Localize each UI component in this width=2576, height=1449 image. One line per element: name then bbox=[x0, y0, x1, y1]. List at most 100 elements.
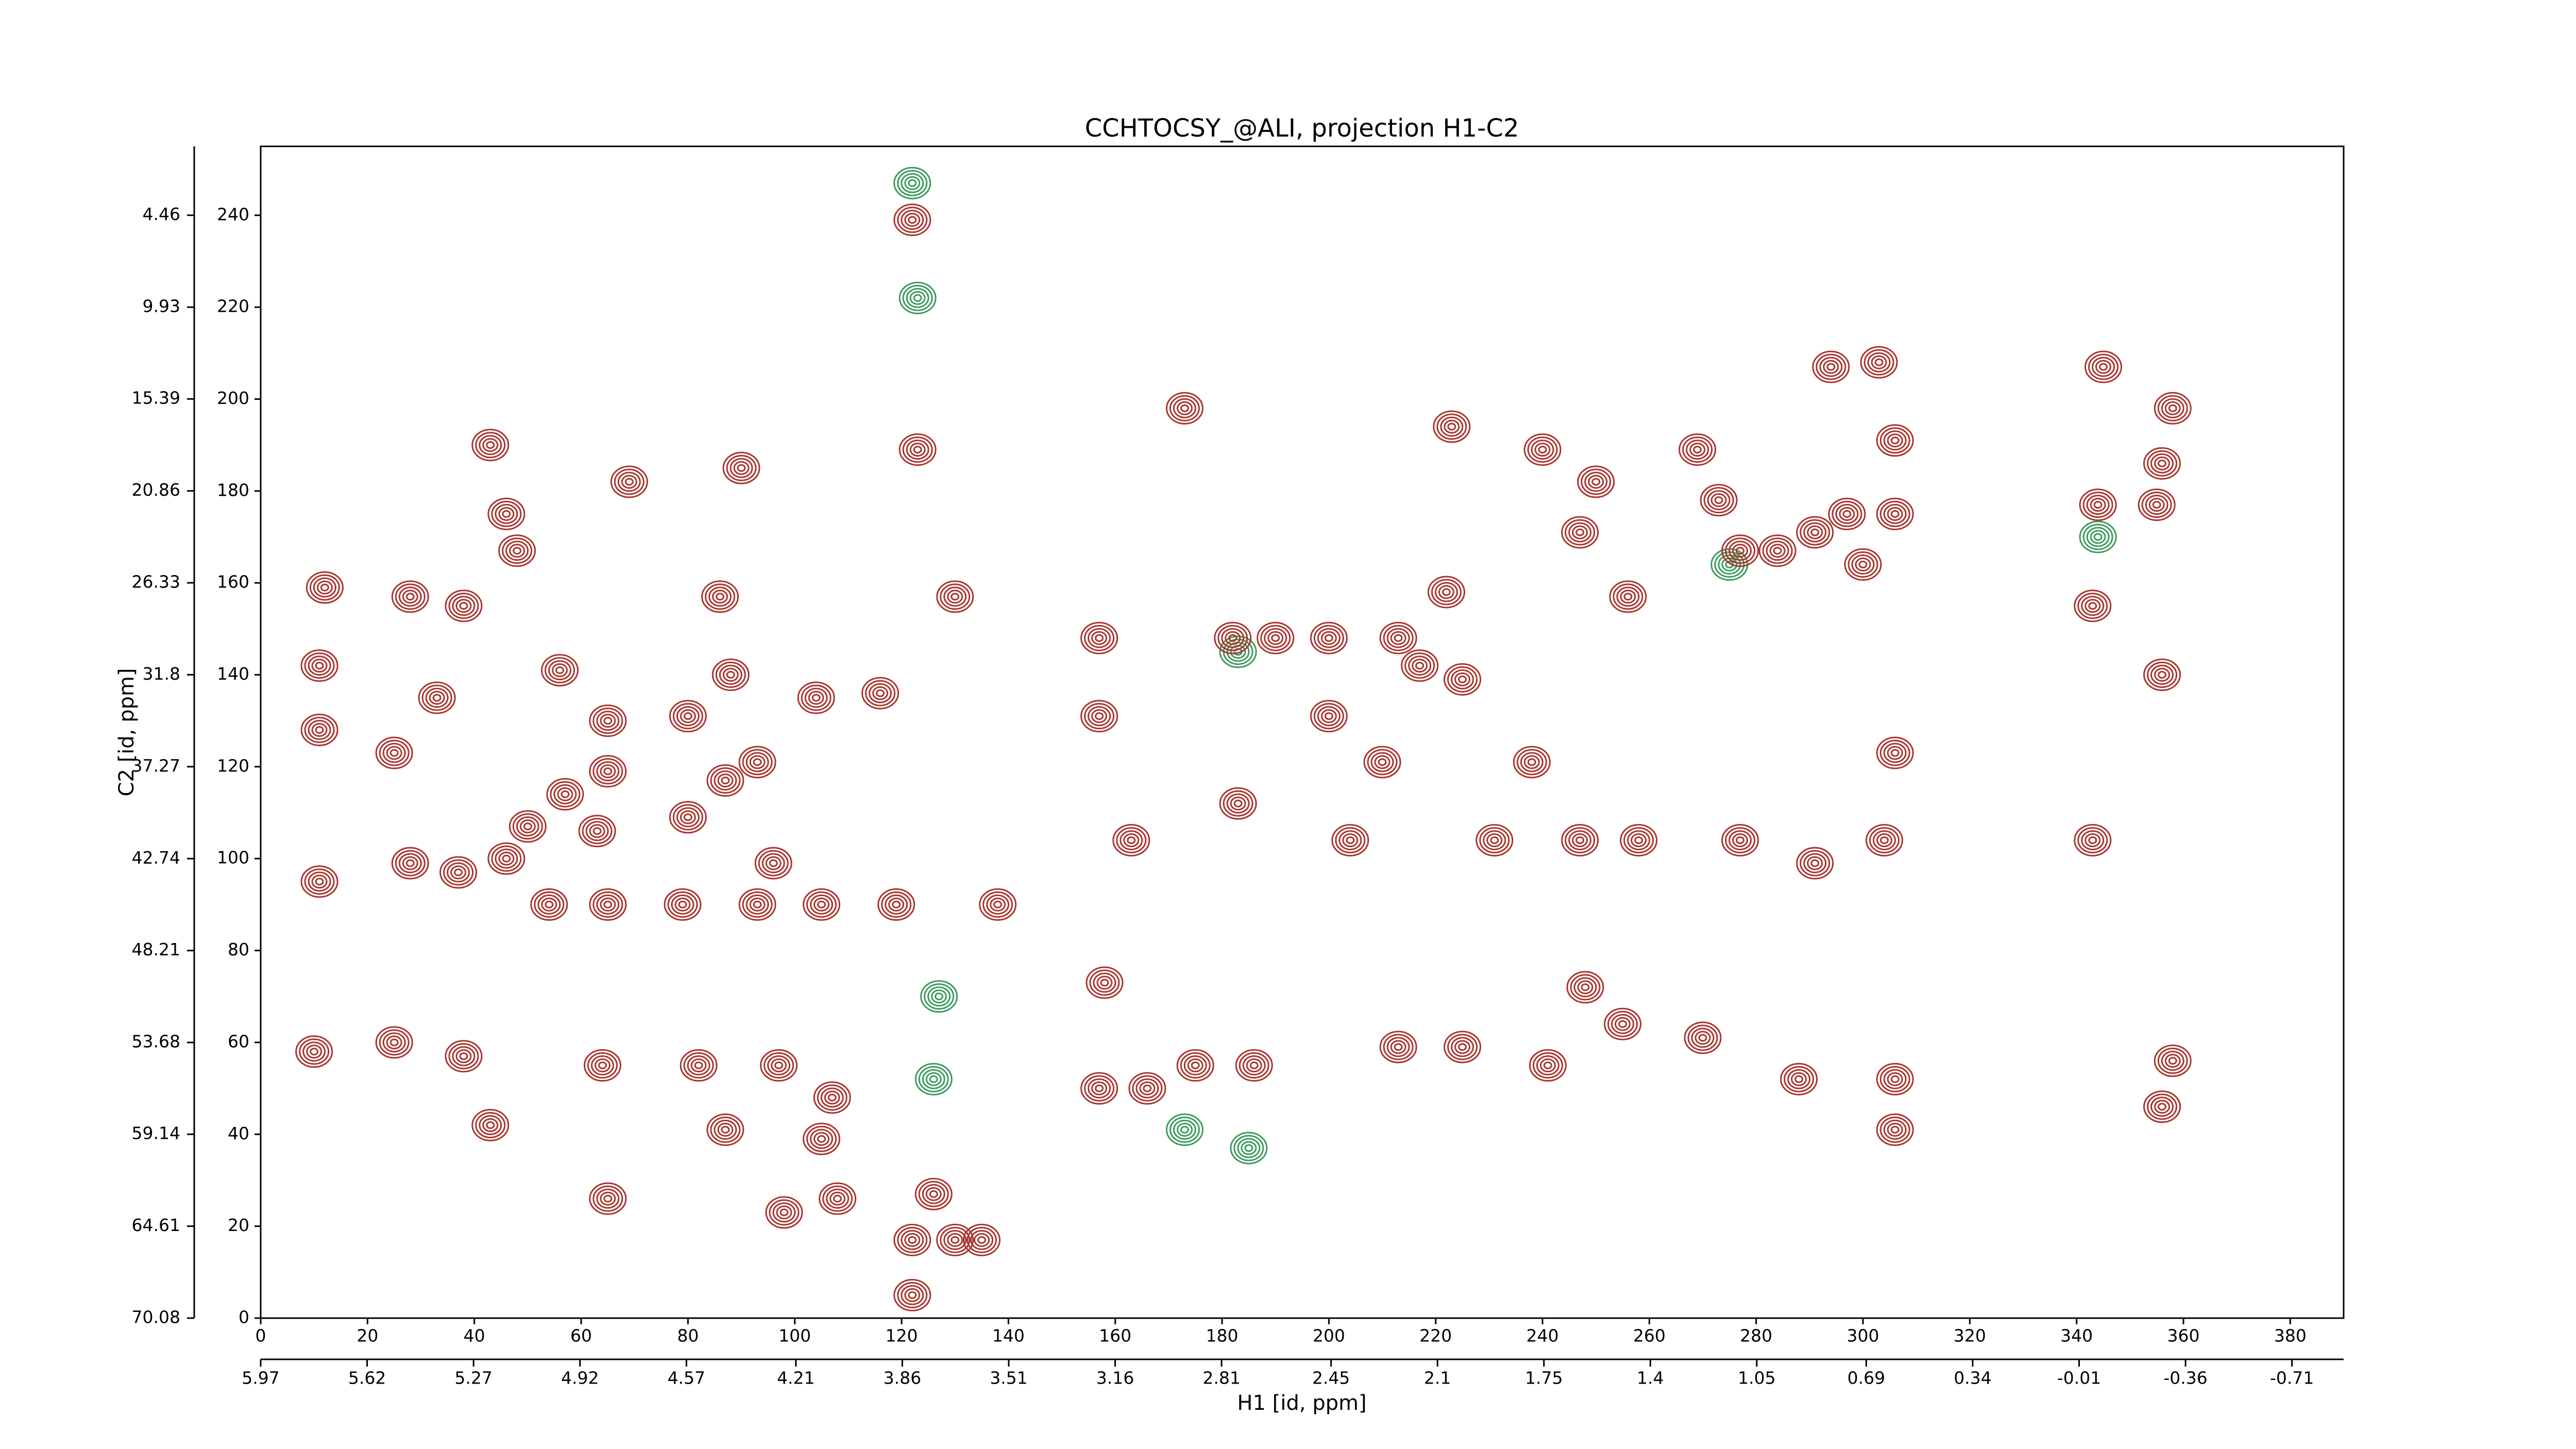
peak-contour bbox=[1796, 516, 1834, 549]
peak-contour bbox=[1823, 360, 1839, 374]
peak-contour bbox=[1379, 1031, 1417, 1064]
y-tick-label: 40 bbox=[228, 1123, 249, 1143]
peak-contour bbox=[1698, 1034, 1707, 1042]
peak-contour bbox=[375, 736, 413, 769]
peak-contour bbox=[486, 441, 495, 449]
peak-contour bbox=[943, 586, 967, 607]
peak-contour bbox=[827, 1093, 837, 1102]
peak-contour bbox=[402, 589, 418, 604]
peak-contour bbox=[2147, 662, 2178, 688]
peak-contour bbox=[1561, 824, 1599, 857]
negative-peak-contour bbox=[914, 1063, 953, 1096]
peak-contour bbox=[776, 1205, 792, 1220]
peak-contour bbox=[1084, 625, 1115, 651]
peak-contour bbox=[509, 544, 526, 558]
y2-tick-label: 48.21 bbox=[132, 939, 180, 959]
negative-peak-contour bbox=[1173, 1119, 1196, 1140]
peak-contour bbox=[592, 827, 602, 835]
peak-contour bbox=[1883, 1069, 1907, 1089]
x-axis-label: H1 [id, ppm] bbox=[1237, 1391, 1366, 1415]
peak-contour bbox=[541, 654, 579, 687]
peak-contour bbox=[389, 749, 399, 757]
peak-contour bbox=[803, 1122, 840, 1155]
peak-contour bbox=[1264, 628, 1287, 648]
peak-contour bbox=[877, 888, 916, 921]
peak-contour bbox=[1572, 525, 1588, 540]
peak-contour bbox=[940, 1226, 971, 1253]
x2-tick-label: 3.51 bbox=[990, 1368, 1027, 1388]
peak-contour bbox=[1534, 443, 1551, 457]
peak-contour bbox=[495, 503, 518, 524]
peak-contour bbox=[1228, 634, 1238, 642]
x2-tick-label: 5.62 bbox=[348, 1368, 386, 1388]
peak-contour bbox=[1447, 1034, 1478, 1060]
peak-contour bbox=[1566, 971, 1604, 1004]
y-tick-label: 180 bbox=[217, 480, 249, 500]
peak-contour bbox=[861, 677, 900, 710]
peak-contour bbox=[1728, 541, 1752, 561]
peak-contour bbox=[683, 1052, 714, 1079]
peak-contour bbox=[833, 1194, 842, 1203]
peak-contour bbox=[502, 510, 511, 518]
peak-contour bbox=[2161, 1051, 2184, 1071]
peak-contour bbox=[300, 865, 338, 898]
peak-contour bbox=[2158, 459, 2167, 467]
peak-contour bbox=[901, 1229, 924, 1250]
peak-contour bbox=[1239, 1052, 1269, 1079]
peak-contour bbox=[683, 712, 692, 720]
peak-contour bbox=[1826, 363, 1836, 371]
peak-contour bbox=[2168, 1057, 2177, 1065]
peak-contour bbox=[386, 1035, 402, 1050]
peak-contour bbox=[753, 900, 762, 908]
peak-contour bbox=[893, 204, 931, 237]
peak-contour bbox=[585, 821, 609, 841]
x2-tick-label: 1.05 bbox=[1738, 1368, 1775, 1388]
peak-contour bbox=[1483, 830, 1506, 851]
peak-contour bbox=[1800, 850, 1831, 877]
peak-contour bbox=[1187, 1058, 1204, 1073]
peak-contour bbox=[1191, 1062, 1200, 1070]
y2-tick-label: 15.39 bbox=[132, 388, 180, 408]
peak-contour bbox=[603, 900, 613, 908]
peak-contour bbox=[1390, 1040, 1406, 1054]
peak-contour bbox=[2088, 602, 2097, 610]
peak-contour bbox=[2143, 1090, 2181, 1123]
y-tick-label: 120 bbox=[217, 755, 249, 776]
peak-contour bbox=[1086, 966, 1124, 999]
peak-contour bbox=[1714, 496, 1723, 504]
peak-contour bbox=[502, 537, 533, 564]
peak-contour bbox=[1684, 1021, 1722, 1054]
negative-peak-contour bbox=[927, 986, 951, 1007]
peak-contour bbox=[2081, 830, 2105, 851]
peak-contour bbox=[311, 874, 328, 889]
peak-contour bbox=[583, 1049, 621, 1082]
peak-contour bbox=[1613, 583, 1643, 610]
peak-contour bbox=[557, 787, 573, 801]
peak-contour bbox=[1623, 593, 1633, 601]
y-tick-label: 140 bbox=[217, 664, 249, 684]
peak-contour bbox=[1176, 401, 1193, 415]
peak-contour bbox=[600, 764, 616, 779]
peak-contour bbox=[901, 210, 924, 230]
peak-contour bbox=[1139, 1081, 1156, 1096]
peak-contour bbox=[516, 816, 539, 837]
peak-contour bbox=[545, 900, 554, 908]
peak-contour bbox=[2090, 498, 2106, 512]
peak-contour bbox=[1588, 475, 1604, 489]
peak-contour bbox=[1721, 824, 1759, 857]
peak-contour bbox=[1682, 436, 1713, 463]
peak-contour bbox=[487, 497, 526, 530]
peak-contour bbox=[1766, 541, 1789, 561]
peak-contour bbox=[2161, 398, 2184, 418]
peak-contour bbox=[1120, 830, 1143, 851]
peak-contour bbox=[379, 739, 410, 766]
peak-contour bbox=[455, 1049, 472, 1064]
peak-contour bbox=[2084, 833, 2101, 848]
peak-contour bbox=[974, 1233, 990, 1247]
peak-contour bbox=[2079, 488, 2117, 521]
x-tick-label: 200 bbox=[1313, 1326, 1345, 1346]
peak-contour bbox=[899, 433, 937, 466]
peak-contour bbox=[475, 432, 506, 459]
peak-contour bbox=[1529, 1049, 1567, 1082]
peak-contour bbox=[1876, 1113, 1914, 1146]
